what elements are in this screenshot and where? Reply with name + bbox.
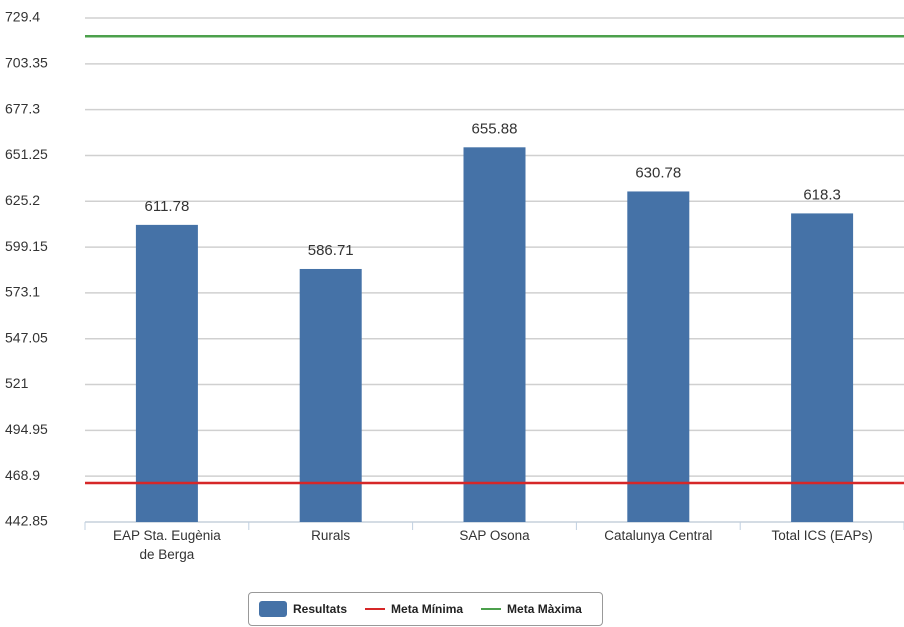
x-tick-label: SAP Osona [459, 528, 530, 543]
y-tick-label: 573.1 [5, 284, 40, 300]
y-tick-label: 521 [5, 375, 29, 391]
legend-item: Resultats [259, 601, 347, 617]
y-tick-label: 677.3 [5, 100, 40, 116]
x-tick-label: Rurals [311, 528, 351, 543]
y-tick-label: 599.15 [5, 238, 48, 254]
value-label: 611.78 [145, 198, 190, 215]
legend-label: Meta Mínima [391, 602, 464, 616]
x-tick-label: Total ICS (EAPs) [771, 528, 873, 543]
y-tick-label: 442.85 [5, 513, 48, 529]
y-tick-label: 468.9 [5, 467, 40, 483]
legend-item: Meta Màxima [481, 602, 582, 616]
y-tick-label: 729.4 [5, 9, 40, 25]
y-tick-label: 494.95 [5, 421, 48, 437]
value-label: 618.3 [803, 186, 841, 203]
bar [299, 268, 362, 522]
value-label: 586.71 [308, 242, 354, 259]
legend-swatch [365, 608, 386, 610]
legend: Resultats Meta Mínima Meta Màxima [248, 592, 603, 626]
bar [135, 224, 198, 522]
legend-swatch [481, 608, 502, 610]
value-label: 630.78 [635, 164, 681, 181]
y-tick-label: 651.25 [5, 146, 48, 162]
y-tick-label: 625.2 [5, 192, 40, 208]
y-tick-label: 703.35 [5, 55, 48, 71]
legend-label: Meta Màxima [507, 602, 582, 616]
bar [627, 191, 690, 522]
x-tick-label: Catalunya Central [604, 528, 713, 543]
y-tick-label: 547.05 [5, 329, 48, 345]
legend-label: Resultats [293, 602, 348, 616]
legend-item: Meta Mínima [365, 602, 463, 616]
bar [463, 147, 526, 523]
value-label: 655.88 [472, 120, 518, 137]
x-tick-label: EAP Sta. Eugènia de Berga [112, 528, 221, 562]
bar [791, 213, 854, 523]
legend-swatch [259, 601, 287, 617]
